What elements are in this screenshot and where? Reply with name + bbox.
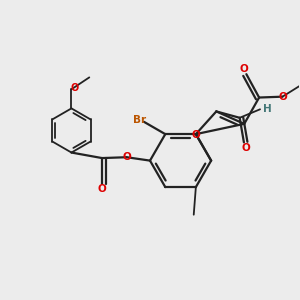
Text: O: O [241,143,250,153]
Text: O: O [278,92,287,102]
Text: O: O [71,83,79,93]
Text: H: H [263,104,272,114]
Text: O: O [98,184,106,194]
Text: O: O [122,152,131,162]
Text: O: O [240,64,249,74]
Text: Br: Br [133,115,146,125]
Text: O: O [192,130,201,140]
